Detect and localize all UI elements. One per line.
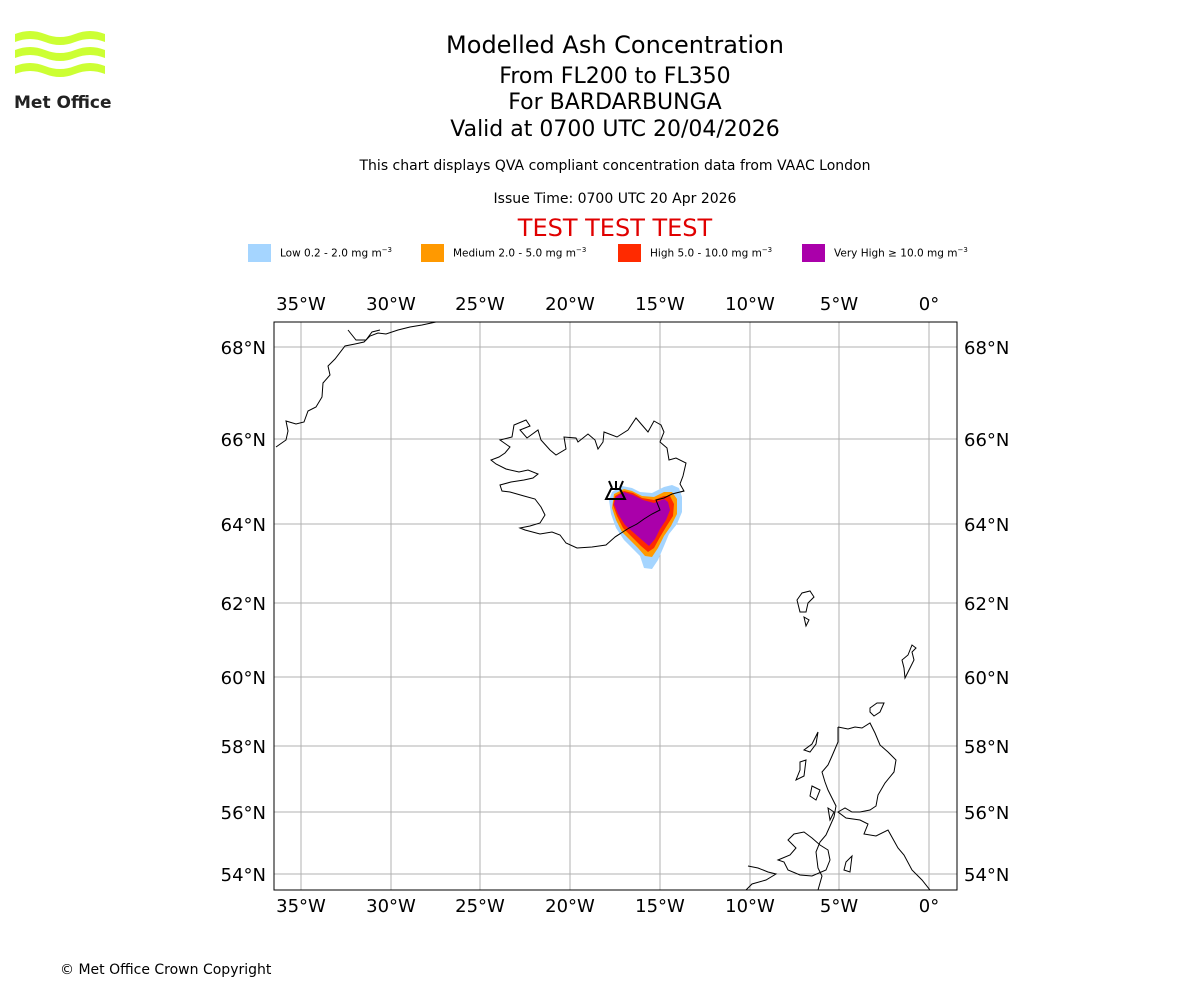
- volcano-name: For BARDARBUNGA: [508, 90, 722, 115]
- legend-label-medium: Medium 2.0 - 5.0 mg m−3: [453, 246, 587, 260]
- coast-orkney: [869, 702, 885, 717]
- legend-swatch-very-high: [802, 244, 825, 262]
- lon-label: 30°W: [366, 896, 416, 917]
- lat-label: 64°N: [221, 515, 266, 536]
- lon-label: 25°W: [455, 294, 505, 315]
- lon-label: 10°W: [725, 896, 775, 917]
- legend-label-high: High 5.0 - 10.0 mg m−3: [650, 246, 773, 260]
- coast-greenland: [275, 321, 437, 448]
- lat-label: 54°N: [221, 865, 266, 886]
- ash-very-high: [614, 492, 670, 546]
- coast-ireland-south: [745, 865, 778, 891]
- coast-greenland-cape: [347, 329, 381, 341]
- coast-iceland-overlay: [614, 490, 685, 538]
- lat-label: 66°N: [964, 430, 1009, 451]
- volcano-marker: [604, 480, 627, 500]
- lon-labels-bottom: 35°W 30°W 25°W 20°W 15°W 10°W 5°W 0°: [276, 896, 939, 917]
- lat-label: 58°N: [221, 737, 266, 758]
- met-office-logo: Met Office: [12, 28, 112, 113]
- legend: Low 0.2 - 2.0 mg m−3 Medium 2.0 - 5.0 mg…: [248, 244, 1008, 264]
- lon-labels-top: 35°W 30°W 25°W 20°W 15°W 10°W 5°W 0°: [276, 294, 939, 315]
- map-frame: [273, 321, 958, 891]
- test-banner: TEST TEST TEST: [517, 214, 713, 242]
- lat-label: 68°N: [221, 338, 266, 359]
- met-office-logo-waves: Met Office: [14, 31, 112, 113]
- coastlines: [275, 321, 931, 891]
- legend-swatch-low: [248, 244, 271, 262]
- lon-label: 5°W: [820, 294, 858, 315]
- coast-ireland: [776, 831, 831, 877]
- legend-label-low: Low 0.2 - 2.0 mg m−3: [280, 246, 393, 260]
- lat-label: 62°N: [964, 594, 1009, 615]
- lat-label: 60°N: [964, 668, 1009, 689]
- lon-label: 0°: [919, 294, 939, 315]
- lat-label: 60°N: [221, 668, 266, 689]
- lon-label: 10°W: [725, 294, 775, 315]
- lon-label: 30°W: [366, 294, 416, 315]
- legend-label-very-high: Very High ≥ 10.0 mg m−3: [834, 246, 968, 260]
- lon-label: 35°W: [276, 896, 326, 917]
- coast-isle-of-man: [843, 854, 853, 873]
- coast-scotland: [837, 722, 931, 891]
- lon-label: 5°W: [820, 896, 858, 917]
- lon-label: 0°: [919, 896, 939, 917]
- flight-levels: From FL200 to FL350: [499, 64, 731, 89]
- valid-time: Valid at 0700 UTC 20/04/2026: [450, 117, 780, 142]
- lat-label: 62°N: [221, 594, 266, 615]
- graticule: [274, 322, 957, 890]
- lat-label: 58°N: [964, 737, 1009, 758]
- lon-label: 15°W: [635, 896, 685, 917]
- lat-label: 64°N: [964, 515, 1009, 536]
- lon-label: 20°W: [545, 294, 595, 315]
- lon-label: 25°W: [455, 896, 505, 917]
- lat-label: 56°N: [964, 803, 1009, 824]
- qva-note: This chart displays QVA compliant concen…: [359, 158, 871, 174]
- lat-label: 66°N: [221, 430, 266, 451]
- lon-label: 15°W: [635, 294, 685, 315]
- lat-labels-right: 68°N 66°N 64°N 62°N 60°N 58°N 56°N 54°N: [964, 338, 1009, 886]
- legend-swatch-medium: [421, 244, 444, 262]
- copyright: © Met Office Crown Copyright: [60, 962, 272, 978]
- lat-label: 56°N: [221, 803, 266, 824]
- svg-text:Met Office: Met Office: [14, 93, 112, 112]
- issue-time: Issue Time: 0700 UTC 20 Apr 2026: [493, 191, 737, 207]
- coast-faroe: [796, 590, 815, 628]
- lon-label: 20°W: [545, 896, 595, 917]
- coast-scotland-west: [815, 727, 839, 891]
- lon-label: 35°W: [276, 294, 326, 315]
- lat-label: 54°N: [964, 865, 1009, 886]
- coast-shetland: [901, 644, 917, 680]
- lat-label: 68°N: [964, 338, 1009, 359]
- coast-hebrides: [795, 731, 835, 822]
- lat-labels-left: 68°N 66°N 64°N 62°N 60°N 58°N 56°N 54°N: [221, 338, 266, 886]
- ash-plume: [609, 485, 685, 569]
- chart-title: Modelled Ash Concentration: [446, 31, 784, 59]
- legend-swatch-high: [618, 244, 641, 262]
